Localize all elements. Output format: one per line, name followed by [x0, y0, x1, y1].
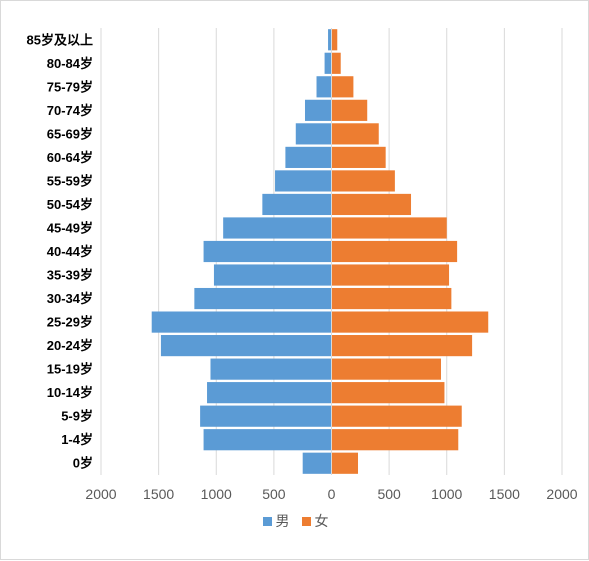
category-label: 65-69岁: [47, 126, 93, 141]
bar-male: [213, 264, 332, 286]
x-tick-label: 1000: [201, 486, 232, 502]
bar-male: [304, 99, 332, 121]
category-label: 40-44岁: [47, 244, 93, 259]
bar-female: [331, 358, 441, 380]
bar-female: [331, 146, 386, 168]
category-label: 0岁: [73, 456, 93, 471]
bar-male: [275, 170, 332, 192]
bar-female: [331, 123, 379, 145]
bar-female: [331, 335, 473, 357]
category-label: 25-29岁: [47, 315, 93, 330]
category-label: 5-9岁: [61, 409, 93, 424]
bar-male: [200, 405, 332, 427]
legend-label-male: 男: [275, 513, 290, 529]
bar-female: [331, 382, 445, 404]
category-label: 80-84岁: [47, 56, 93, 71]
legend-item-female: 女: [301, 511, 329, 531]
x-tick-label: 0: [328, 486, 336, 502]
x-tick-label: 1500: [143, 486, 174, 502]
bar-male: [295, 123, 332, 145]
x-tick-label: 1000: [431, 486, 462, 502]
bar-male: [207, 382, 332, 404]
bar-male: [316, 76, 332, 98]
bar-female: [331, 240, 458, 263]
bar-male: [285, 146, 332, 168]
bar-male: [160, 335, 332, 357]
category-label: 50-54岁: [47, 197, 93, 212]
category-label: 20-24岁: [47, 338, 93, 353]
category-label: 45-49岁: [47, 220, 93, 235]
x-tick-label: 500: [262, 486, 286, 502]
bar-male: [203, 429, 332, 451]
bar-male: [328, 29, 332, 51]
bar-female: [331, 452, 359, 474]
legend-swatch-female: [301, 516, 311, 526]
category-label: 75-79岁: [47, 79, 93, 94]
legend-swatch-male: [262, 516, 272, 526]
legend: 男 女: [1, 511, 589, 531]
bar-female: [331, 429, 459, 451]
bar-female: [331, 287, 452, 310]
x-tick-label: 2000: [85, 486, 116, 502]
bars: [151, 29, 489, 474]
category-label: 55-59岁: [47, 173, 93, 188]
x-tick-label: 2000: [546, 486, 577, 502]
bar-female: [331, 311, 489, 333]
bar-female: [331, 170, 395, 192]
x-tick-label: 1500: [489, 486, 520, 502]
bar-male: [203, 240, 332, 263]
axes: 2000 1500 1000 500 0 500 1000 1500 2000: [85, 28, 578, 502]
category-label: 35-39岁: [47, 268, 93, 283]
legend-item-male: 男: [262, 511, 290, 531]
bar-female: [331, 76, 354, 98]
category-label: 85岁及以上: [27, 32, 93, 47]
legend-label-female: 女: [314, 513, 329, 529]
bar-male: [302, 452, 332, 474]
bar-female: [331, 29, 338, 51]
bar-female: [331, 264, 450, 286]
bar-female: [331, 52, 341, 74]
category-label: 1-4岁: [61, 432, 93, 447]
bar-male: [262, 193, 332, 216]
category-label: 30-34岁: [47, 291, 93, 306]
category-label: 60-64岁: [47, 150, 93, 165]
category-label: 15-19岁: [47, 362, 93, 377]
bar-female: [331, 193, 412, 216]
bar-male: [194, 287, 332, 310]
category-label: 10-14岁: [47, 385, 93, 400]
bar-male: [210, 358, 332, 380]
labels: 85岁及以上 80-84岁 75-79岁 70-74岁 65-69岁 60-64岁 55-5…: [27, 32, 93, 470]
bar-male: [324, 52, 332, 74]
bar-female: [331, 217, 447, 239]
category-label: 70-74岁: [47, 103, 93, 118]
bar-male: [151, 311, 332, 333]
bar-female: [331, 99, 368, 121]
bar-female: [331, 405, 462, 427]
x-tick-label: 500: [377, 486, 401, 502]
bar-male: [223, 217, 332, 239]
